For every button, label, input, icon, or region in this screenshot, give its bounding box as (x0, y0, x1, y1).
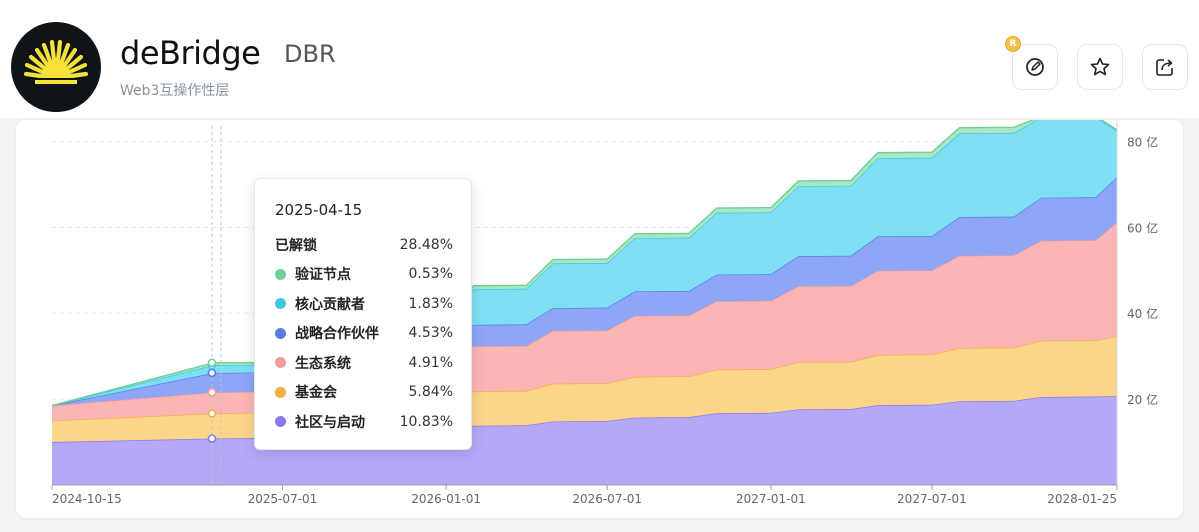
area-series-5 (52, 120, 1117, 406)
tooltip-label: 社区与启动 (295, 414, 365, 431)
y-tick-label: 20 亿 (1127, 392, 1158, 407)
tooltip-row: 生态系统 4.91% (275, 348, 453, 378)
tooltip-value: 10.83% (399, 413, 453, 430)
tooltip-label: 核心贡献者 (295, 296, 365, 313)
y-tick-label: 80 亿 (1127, 134, 1158, 149)
sunburst-icon (19, 39, 93, 112)
tooltip-row: 战略合作伙伴 4.53% (275, 319, 453, 349)
favorite-button[interactable] (1077, 44, 1123, 90)
tooltip-value: 5.84% (408, 384, 453, 401)
highlight-point (207, 388, 217, 397)
tooltip-total-row: 已解锁 28.48% (275, 230, 453, 260)
tooltip-value: 4.91% (408, 354, 453, 371)
unlock-area-chart: 2024-10-15 2025-07-01 2026-01-01 2026-07-01… (51, 120, 1158, 506)
legend-dot (275, 357, 286, 369)
x-tick-label: 2027-07-01 (897, 492, 967, 506)
highlight-point (207, 368, 217, 378)
tooltip-row: 核心贡献者 1.83% (275, 289, 453, 319)
tooltip-row: 基金会 5.84% (275, 378, 453, 408)
x-tick-label: 2025-07-01 (248, 492, 318, 506)
highlight-point (207, 409, 217, 418)
y-tick-label: 40 亿 (1127, 306, 1158, 321)
tooltip-date: 2025-04-15 (275, 201, 363, 219)
tooltip-value: 4.53% (408, 325, 453, 342)
area-series-0 (52, 396, 1117, 485)
tooltip-label: 战略合作伙伴 (295, 326, 379, 343)
y-tick-label: 60 亿 (1127, 220, 1158, 235)
tooltip-value: 1.83% (408, 295, 453, 312)
token-description: Web3互操作性层 (120, 83, 230, 99)
tooltip-label: 生态系统 (295, 355, 351, 372)
x-tick-label: 2027-01-01 (736, 492, 806, 506)
x-tick-label: 2024-10-15 (52, 492, 122, 506)
star-icon (1090, 57, 1110, 76)
legend-dot (275, 386, 286, 398)
share-icon (1156, 59, 1173, 76)
edit-icon (1026, 58, 1044, 76)
debridge-logo (11, 22, 101, 112)
tooltip-label: 验证节点 (295, 267, 351, 284)
token-name: deBridge (120, 34, 261, 72)
reward-badge: R (1005, 36, 1021, 52)
share-button[interactable] (1142, 44, 1188, 90)
token-header: deBridge DBR Web3互操作性层 R (0, 0, 1199, 118)
edit-button[interactable] (1012, 44, 1058, 90)
area-series-4 (52, 120, 1117, 406)
tooltip-row: 社区与启动 10.83% (275, 407, 453, 437)
x-tick-label: 2028-01-25 (1047, 492, 1117, 506)
x-tick-label: 2026-01-01 (411, 492, 481, 506)
tooltip-value: 0.53% (408, 266, 453, 283)
highlight-point (207, 434, 217, 443)
tooltip-row: 验证节点 0.53% (275, 260, 453, 290)
area-series-2 (52, 222, 1117, 421)
legend-dot (275, 327, 286, 339)
legend-dot (275, 416, 286, 428)
legend-dot (275, 268, 286, 280)
tooltip-total-value: 28.48% (399, 236, 453, 253)
legend-dot (275, 298, 286, 310)
highlight-point (207, 358, 217, 368)
unlock-chart-card: 2024-10-15 2025-07-01 2026-01-01 2026-07-01… (16, 120, 1183, 518)
chart-tooltip: 2025-04-15 已解锁 28.48% 验证节点 0.53% 核心贡献者 1… (254, 178, 472, 450)
tooltip-total-label: 已解锁 (275, 237, 317, 254)
tooltip-label: 基金会 (295, 385, 337, 402)
token-symbol: DBR (284, 40, 336, 68)
x-tick-label: 2026-07-01 (572, 492, 642, 506)
